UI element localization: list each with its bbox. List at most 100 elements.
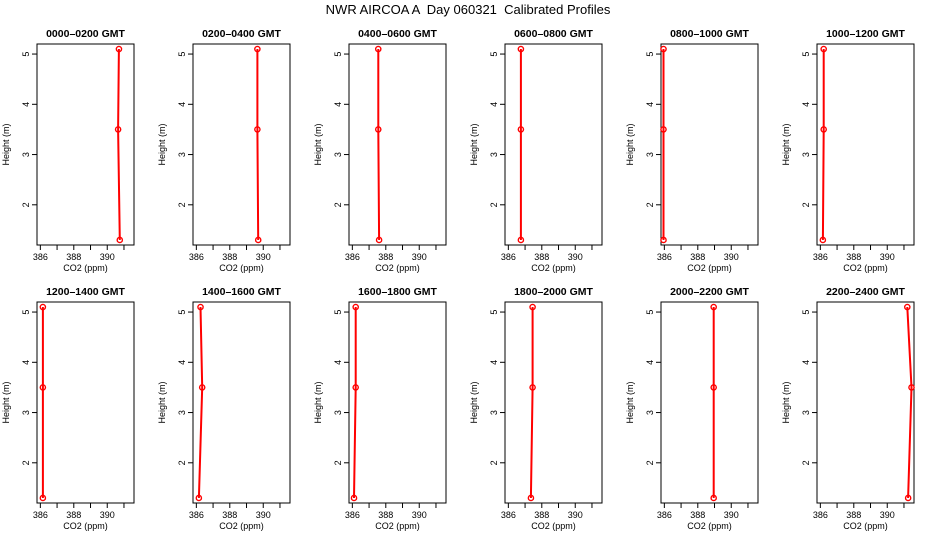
- x-tick-label: 388: [534, 252, 549, 262]
- y-tick-label: 3: [645, 152, 655, 157]
- x-tick-label: 390: [256, 510, 271, 520]
- panel-4: 0600–0800 GMT 386 388 390 2 3 4 5 CO2 (ppm) Heigh…: [469, 28, 603, 273]
- y-tick-label: 5: [645, 52, 655, 57]
- y-axis-label: Height (m): [469, 123, 479, 165]
- y-tick-label: 2: [21, 202, 31, 207]
- y-tick-label: 2: [333, 202, 343, 207]
- panel-title: 2000–2200 GMT: [670, 286, 749, 298]
- y-tick-label: 5: [177, 310, 187, 315]
- panel-title: 1600–1800 GMT: [358, 286, 437, 298]
- data-point: [904, 494, 912, 502]
- data-point: [529, 303, 536, 311]
- x-tick-label: 390: [724, 510, 739, 520]
- data-point: [710, 384, 717, 391]
- x-tick-label: 386: [813, 252, 828, 262]
- x-tick-label: 386: [501, 510, 516, 520]
- plot-frame: [504, 301, 603, 504]
- x-tick-label: 388: [222, 510, 237, 520]
- data-point: [115, 45, 123, 53]
- y-tick-label: 5: [801, 310, 811, 315]
- y-tick-label: 5: [801, 52, 811, 57]
- y-tick-label: 4: [489, 102, 499, 107]
- x-tick-label: 390: [256, 252, 271, 262]
- x-axis-label: CO2 (ppm): [687, 521, 732, 531]
- plot-frame: [660, 301, 759, 504]
- panel-title: 1000–1200 GMT: [826, 28, 905, 40]
- panel-title: 0600–0800 GMT: [514, 28, 593, 40]
- x-tick-label: 388: [534, 510, 549, 520]
- panel-7: 1200–1400 GMT 386 388 390 2 3 4 5 CO2 (ppm) Heigh…: [1, 286, 135, 531]
- y-tick-label: 2: [489, 460, 499, 465]
- y-tick-label: 3: [177, 152, 187, 157]
- y-tick-label: 5: [333, 310, 343, 315]
- panel-title: 0200–0400 GMT: [202, 28, 281, 40]
- panel-3: 0400–0600 GMT 386 388 390 2 3 4 5 CO2 (ppm) Heigh…: [313, 28, 447, 273]
- data-point: [114, 126, 122, 133]
- plot-frame: [36, 43, 135, 246]
- data-point: [517, 236, 525, 244]
- y-tick-label: 5: [489, 52, 499, 57]
- y-tick-label: 5: [177, 52, 187, 57]
- plot-frame: [816, 301, 915, 504]
- data-point: [254, 126, 261, 133]
- x-tick-label: 388: [378, 252, 393, 262]
- y-tick-label: 5: [645, 310, 655, 315]
- x-tick-label: 390: [100, 510, 115, 520]
- y-tick-label: 3: [333, 152, 343, 157]
- x-tick-label: 386: [189, 252, 204, 262]
- x-tick-label: 390: [412, 252, 427, 262]
- y-axis-label: Height (m): [625, 381, 635, 423]
- data-point: [660, 236, 667, 244]
- y-tick-label: 3: [801, 152, 811, 157]
- data-point: [197, 303, 204, 311]
- data-point: [820, 126, 827, 133]
- x-tick-label: 386: [345, 252, 360, 262]
- data-point: [39, 494, 47, 502]
- y-tick-label: 4: [21, 360, 31, 365]
- panel-title: 2200–2400 GMT: [826, 286, 905, 298]
- data-point: [908, 384, 915, 391]
- y-tick-label: 5: [333, 52, 343, 57]
- x-tick-label: 386: [33, 252, 48, 262]
- data-point: [819, 236, 827, 244]
- panel-9: 1600–1800 GMT 386 388 390 2 3 4 5 CO2 (ppm) Heigh…: [313, 286, 447, 531]
- x-tick-label: 390: [568, 252, 583, 262]
- y-axis-label: Height (m): [1, 123, 11, 165]
- y-tick-label: 2: [177, 202, 187, 207]
- y-tick-label: 4: [333, 102, 343, 107]
- data-point: [529, 384, 536, 391]
- y-axis-label: Height (m): [313, 381, 323, 423]
- x-tick-label: 386: [657, 252, 672, 262]
- profile-line: [821, 49, 825, 241]
- x-tick-label: 388: [222, 252, 237, 262]
- x-tick-label: 386: [657, 510, 672, 520]
- data-point: [660, 45, 667, 53]
- x-tick-label: 390: [880, 252, 895, 262]
- data-point: [527, 494, 535, 502]
- y-axis-label: Height (m): [313, 123, 323, 165]
- x-axis-label: CO2 (ppm): [375, 263, 420, 273]
- x-axis-label: CO2 (ppm): [687, 263, 732, 273]
- panel-6: 1000–1200 GMT 386 388 390 2 3 4 5 CO2 (ppm) Heigh…: [781, 28, 915, 273]
- data-point: [710, 303, 717, 311]
- panel-12: 2200–2400 GMT 386 388 390 2 3 4 5 CO2 (ppm) Heigh…: [781, 286, 915, 531]
- x-tick-label: 390: [100, 252, 115, 262]
- panel-title: 0800–1000 GMT: [670, 28, 749, 40]
- x-tick-label: 390: [724, 252, 739, 262]
- x-axis-label: CO2 (ppm): [843, 521, 888, 531]
- y-tick-label: 2: [177, 460, 187, 465]
- x-tick-label: 388: [690, 510, 705, 520]
- x-tick-label: 386: [501, 252, 516, 262]
- x-tick-label: 390: [412, 510, 427, 520]
- y-tick-label: 2: [333, 460, 343, 465]
- y-axis-label: Height (m): [625, 123, 635, 165]
- data-point: [39, 303, 47, 311]
- data-point: [660, 126, 667, 133]
- plot-frame: [348, 43, 447, 246]
- y-axis-label: Height (m): [157, 123, 167, 165]
- plot-frame: [348, 301, 447, 504]
- x-tick-label: 388: [846, 252, 861, 262]
- panel-title: 0000–0200 GMT: [46, 28, 125, 40]
- data-point: [374, 126, 382, 133]
- profile-line: [529, 307, 534, 499]
